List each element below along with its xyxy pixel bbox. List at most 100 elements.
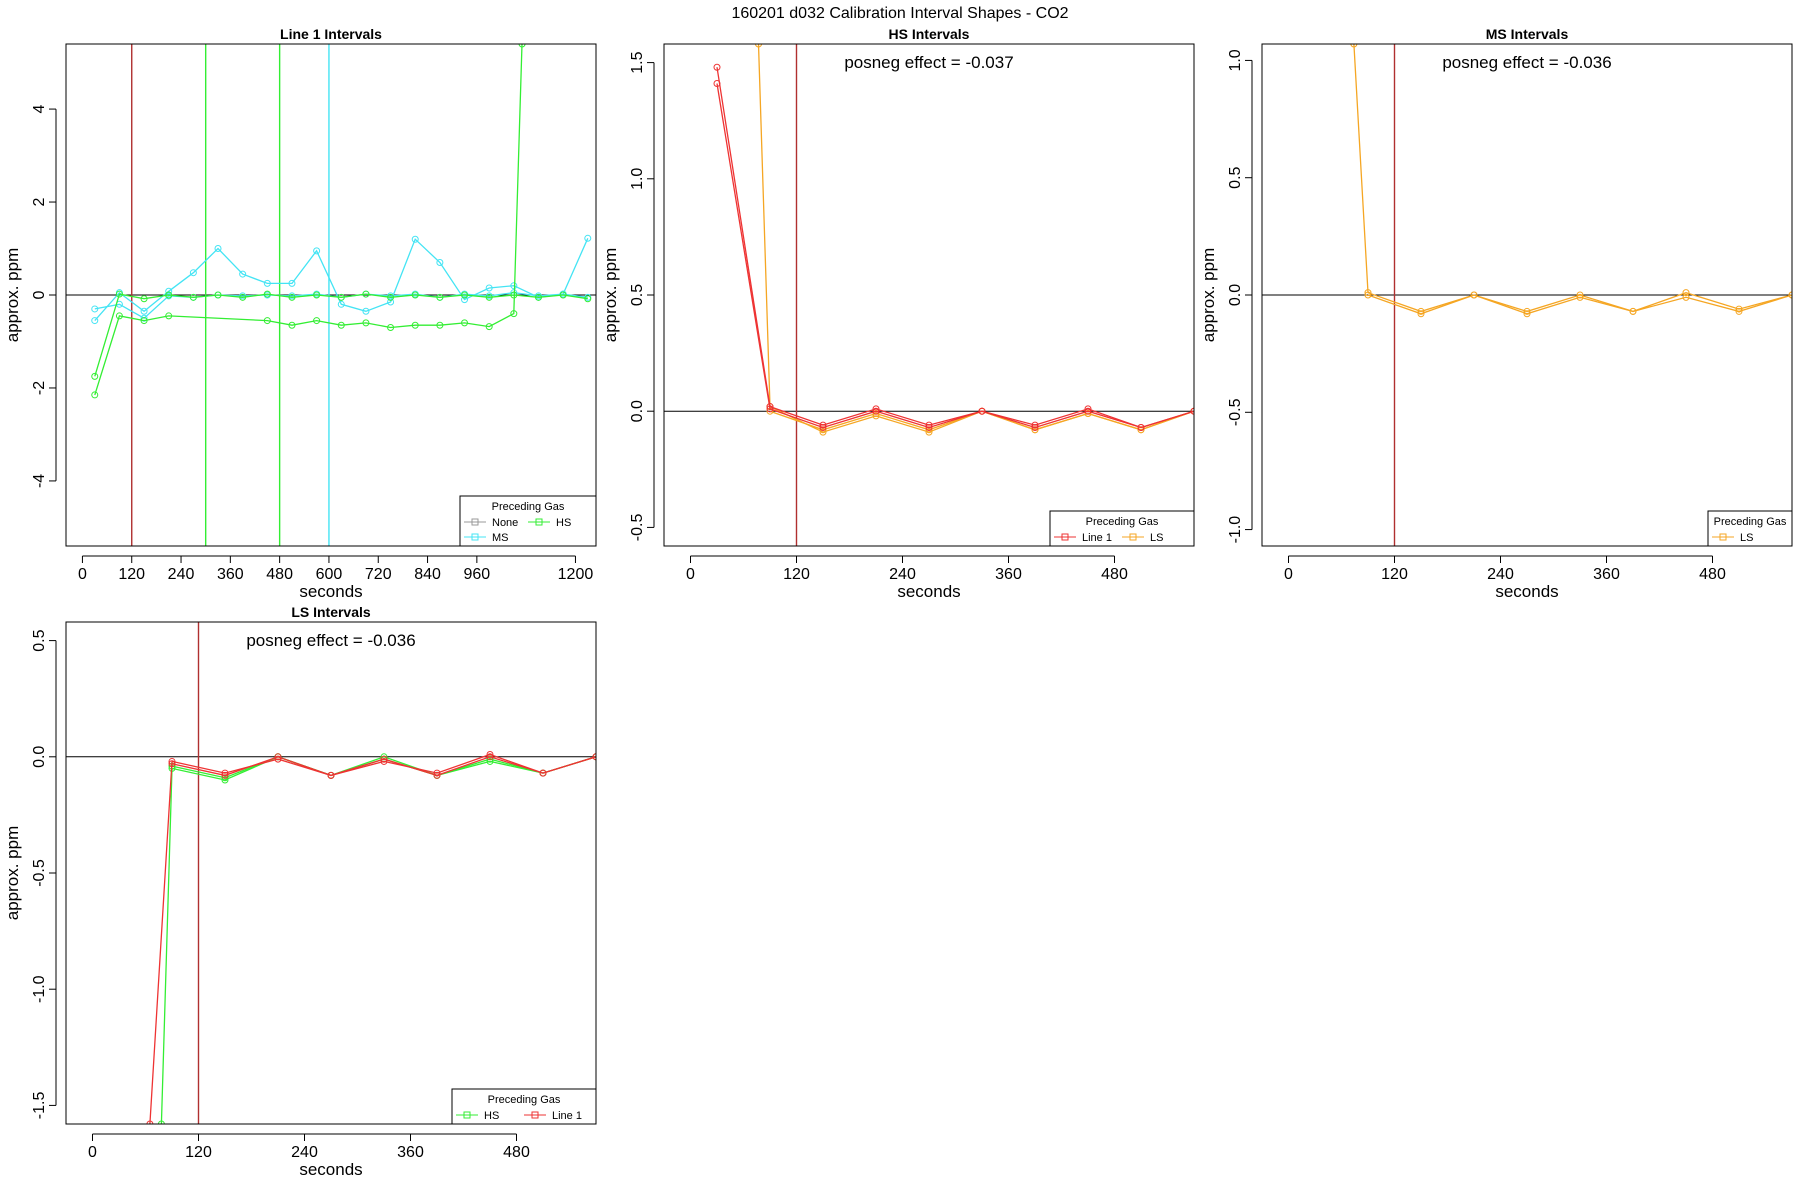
data-point — [1576, 293, 1584, 301]
data-point — [263, 317, 271, 325]
data-point — [510, 310, 518, 318]
data-point — [263, 290, 271, 298]
series-line-line-1 — [149, 753, 596, 1124]
x-tick-label: 0 — [1284, 566, 1293, 583]
posneg-annotation: posneg effect = -0.036 — [1442, 53, 1611, 72]
data-point — [485, 284, 493, 292]
data-point — [510, 282, 518, 290]
posneg-annotation: posneg effect = -0.037 — [844, 53, 1013, 72]
data-point — [387, 293, 395, 301]
data-point — [91, 305, 99, 313]
x-axis-label: seconds — [299, 582, 362, 601]
data-point — [461, 319, 469, 327]
legend-title: Preceding Gas — [488, 1094, 561, 1106]
data-point — [362, 319, 370, 327]
y-tick-label: 1.5 — [629, 51, 646, 73]
y-tick-label: 0.5 — [1227, 166, 1244, 188]
x-tick-label: 240 — [1487, 566, 1514, 583]
legend-title: Preceding Gas — [492, 501, 565, 513]
data-point — [539, 769, 547, 777]
legend-marker — [535, 518, 543, 526]
data-point — [1682, 289, 1690, 297]
data-point — [461, 291, 469, 299]
y-tick-label: 1.0 — [1227, 49, 1244, 71]
data-point — [387, 324, 395, 332]
x-tick-label: 360 — [995, 566, 1022, 583]
data-point — [534, 293, 542, 301]
y-tick-label: 0.0 — [1227, 284, 1244, 306]
y-tick-label: -1.0 — [1227, 516, 1244, 544]
series-line-hs — [94, 293, 588, 377]
data-point — [819, 426, 827, 434]
data-point — [263, 279, 271, 287]
data-point — [713, 63, 721, 71]
data-point — [189, 269, 197, 277]
x-tick-label: 600 — [316, 566, 343, 583]
legend-entry-label: HS — [484, 1110, 499, 1122]
legend-title: Preceding Gas — [1714, 516, 1787, 528]
legend-marker — [463, 1111, 471, 1119]
data-point — [140, 307, 148, 315]
data-point — [1137, 423, 1145, 431]
data-point — [91, 391, 99, 399]
y-tick-label: 0.0 — [629, 400, 646, 422]
data-point — [1470, 291, 1478, 299]
data-point — [486, 753, 494, 761]
data-point — [436, 258, 444, 266]
data-point — [288, 321, 296, 329]
legend-box — [451, 1088, 597, 1125]
plot-frame — [663, 43, 1195, 547]
x-tick-label: 480 — [1699, 566, 1726, 583]
x-tick-label: 0 — [88, 1144, 97, 1161]
panel-title: Line 1 Intervals — [280, 26, 382, 42]
data-point — [165, 312, 173, 320]
data-point — [239, 293, 247, 301]
series-line-line-1 — [716, 67, 1194, 429]
legend-entry-label: HS — [556, 517, 571, 529]
data-point — [380, 753, 388, 761]
data-point — [1084, 407, 1092, 415]
x-tick-label: 1200 — [558, 566, 594, 583]
legend-entry-label: Line 1 — [1082, 532, 1112, 544]
panel-ms-intervals: MS Intervals 0 120 240 360 480 seconds -1.0 -0.5… — [1199, 26, 1793, 601]
data-point — [925, 423, 933, 431]
x-tick-label: 240 — [889, 566, 916, 583]
data-point — [925, 426, 933, 434]
x-tick-label: 120 — [118, 566, 145, 583]
data-point — [1417, 310, 1425, 318]
data-point — [115, 312, 123, 320]
legend-entry-label: None — [492, 517, 518, 529]
data-point — [168, 760, 176, 768]
series-line-ms — [94, 238, 589, 322]
data-point — [313, 291, 321, 299]
data-point — [337, 293, 345, 301]
plot-area — [66, 44, 596, 546]
series-line-ls — [1353, 44, 1792, 313]
y-tick-label: -0.5 — [1227, 398, 1244, 426]
y-tick-label: 0.5 — [629, 284, 646, 306]
data-point — [214, 291, 222, 299]
data-point — [872, 407, 880, 415]
y-tick-label: 2 — [31, 197, 48, 206]
legend-marker — [531, 1111, 539, 1119]
series-line-line-1 — [716, 83, 1194, 429]
data-point — [411, 235, 419, 243]
x-tick-label: 0 — [686, 566, 695, 583]
data-point — [221, 771, 229, 779]
y-tick-label: 4 — [31, 105, 48, 114]
data-point — [584, 234, 592, 242]
y-axis-label: approx. ppm — [1199, 248, 1218, 343]
legend-box — [1049, 510, 1195, 547]
data-point — [140, 317, 148, 325]
data-point — [1350, 44, 1358, 48]
data-point — [766, 405, 774, 413]
series-line-line-1 — [171, 756, 596, 777]
x-tick-label: 360 — [217, 566, 244, 583]
data-point — [433, 771, 441, 779]
data-point — [313, 247, 321, 255]
data-point — [1682, 293, 1690, 301]
data-point — [380, 755, 388, 763]
panel-hs-intervals: HS Intervals 0 120 240 360 480 seconds -0.5 0.0 0… — [601, 26, 1195, 601]
data-point — [288, 279, 296, 287]
